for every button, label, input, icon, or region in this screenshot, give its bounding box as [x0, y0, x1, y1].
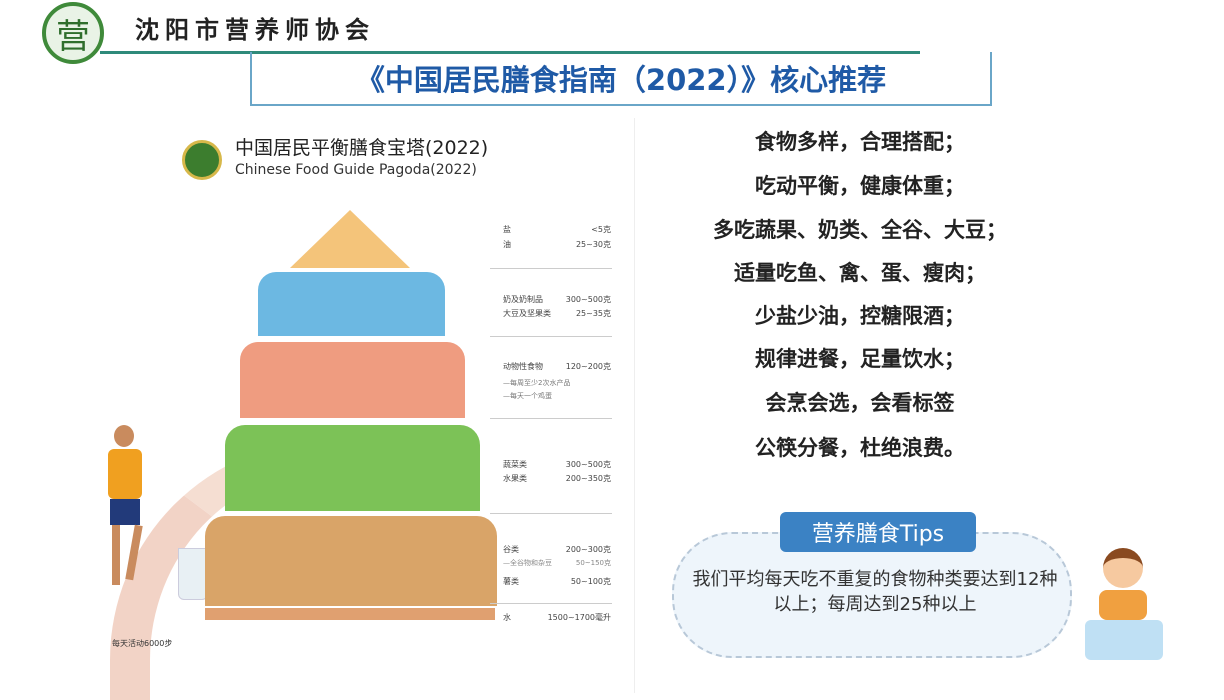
- nutrition-society-logo: [182, 140, 222, 180]
- tier-item: —全谷物和杂豆 50~150克: [503, 559, 611, 567]
- tier-item: 谷类 200~300克: [503, 545, 611, 554]
- water-item: 水 1500~1700毫升: [503, 613, 611, 622]
- tier-note: —每天一个鸡蛋: [503, 392, 552, 400]
- recommendation-item: 吃动平衡，健康体重；: [755, 174, 965, 198]
- pagoda-title: 中国居民平衡膳食宝塔(2022): [235, 137, 489, 159]
- tier-divider: [490, 513, 612, 514]
- recommendation-item: 会烹会选，会看标签: [765, 391, 955, 415]
- tier-item: 大豆及坚果类 25~35克: [503, 309, 611, 318]
- tier-item: 盐 <5克: [503, 225, 611, 234]
- tier-note: —每周至少2次水产品: [503, 379, 571, 387]
- recommendation-item: 公筷分餐，杜绝浪费。: [755, 436, 965, 460]
- activity-label: 每天活动6000步: [112, 639, 173, 648]
- tier-item: 蔬菜类 300~500克: [503, 460, 611, 469]
- water-glass: [178, 548, 208, 600]
- logo-char: 营: [56, 16, 90, 57]
- tier-item: 水果类 200~350克: [503, 474, 611, 483]
- recommendation-item: 少盐少油，控糖限酒；: [755, 304, 965, 328]
- recommendation-item: 食物多样，合理搭配；: [755, 130, 965, 154]
- recommendation-item: 适量吃鱼、禽、蛋、瘦肉；: [734, 261, 986, 285]
- pagoda-tier-dairy: [258, 272, 445, 336]
- tips-label: 营养膳食Tips: [780, 512, 976, 552]
- org-name: 沈阳市营养师协会: [135, 15, 375, 44]
- recommendation-item: 多吃蔬果、奶类、全谷、大豆；: [713, 218, 1007, 242]
- tier-item: 薯类 50~100克: [503, 577, 611, 586]
- tier-item: 奶及奶制品 300~500克: [503, 295, 611, 304]
- tips-text: 我们平均每天吃不重复的食物种类要达到12种以上；每周达到25种以上: [692, 569, 1058, 615]
- tier-item: 油 25~30克: [503, 240, 611, 249]
- pagoda-water-base: [205, 608, 495, 620]
- pagoda-tier-animal: [240, 342, 465, 418]
- tier-divider: [490, 336, 612, 337]
- tier-item: 动物性食物 120~200克: [503, 362, 611, 371]
- pagoda-tier-grains: [205, 516, 497, 606]
- recommendation-item: 规律进餐，足量饮水；: [755, 347, 965, 371]
- page-title: 《中国居民膳食指南（2022）》核心推荐: [250, 52, 992, 106]
- child-illustration: [1085, 548, 1165, 668]
- association-logo: 营: [42, 2, 104, 64]
- tier-divider: [490, 268, 612, 269]
- pagoda-tier-salt-oil: [290, 210, 410, 268]
- pagoda-subtitle: Chinese Food Guide Pagoda(2022): [235, 162, 477, 178]
- runner-illustration: [100, 425, 150, 605]
- tier-divider: [490, 418, 612, 419]
- pagoda-tier-vegetable-fruit: [225, 425, 480, 511]
- tier-divider: [490, 603, 612, 604]
- header-divider: [100, 51, 920, 54]
